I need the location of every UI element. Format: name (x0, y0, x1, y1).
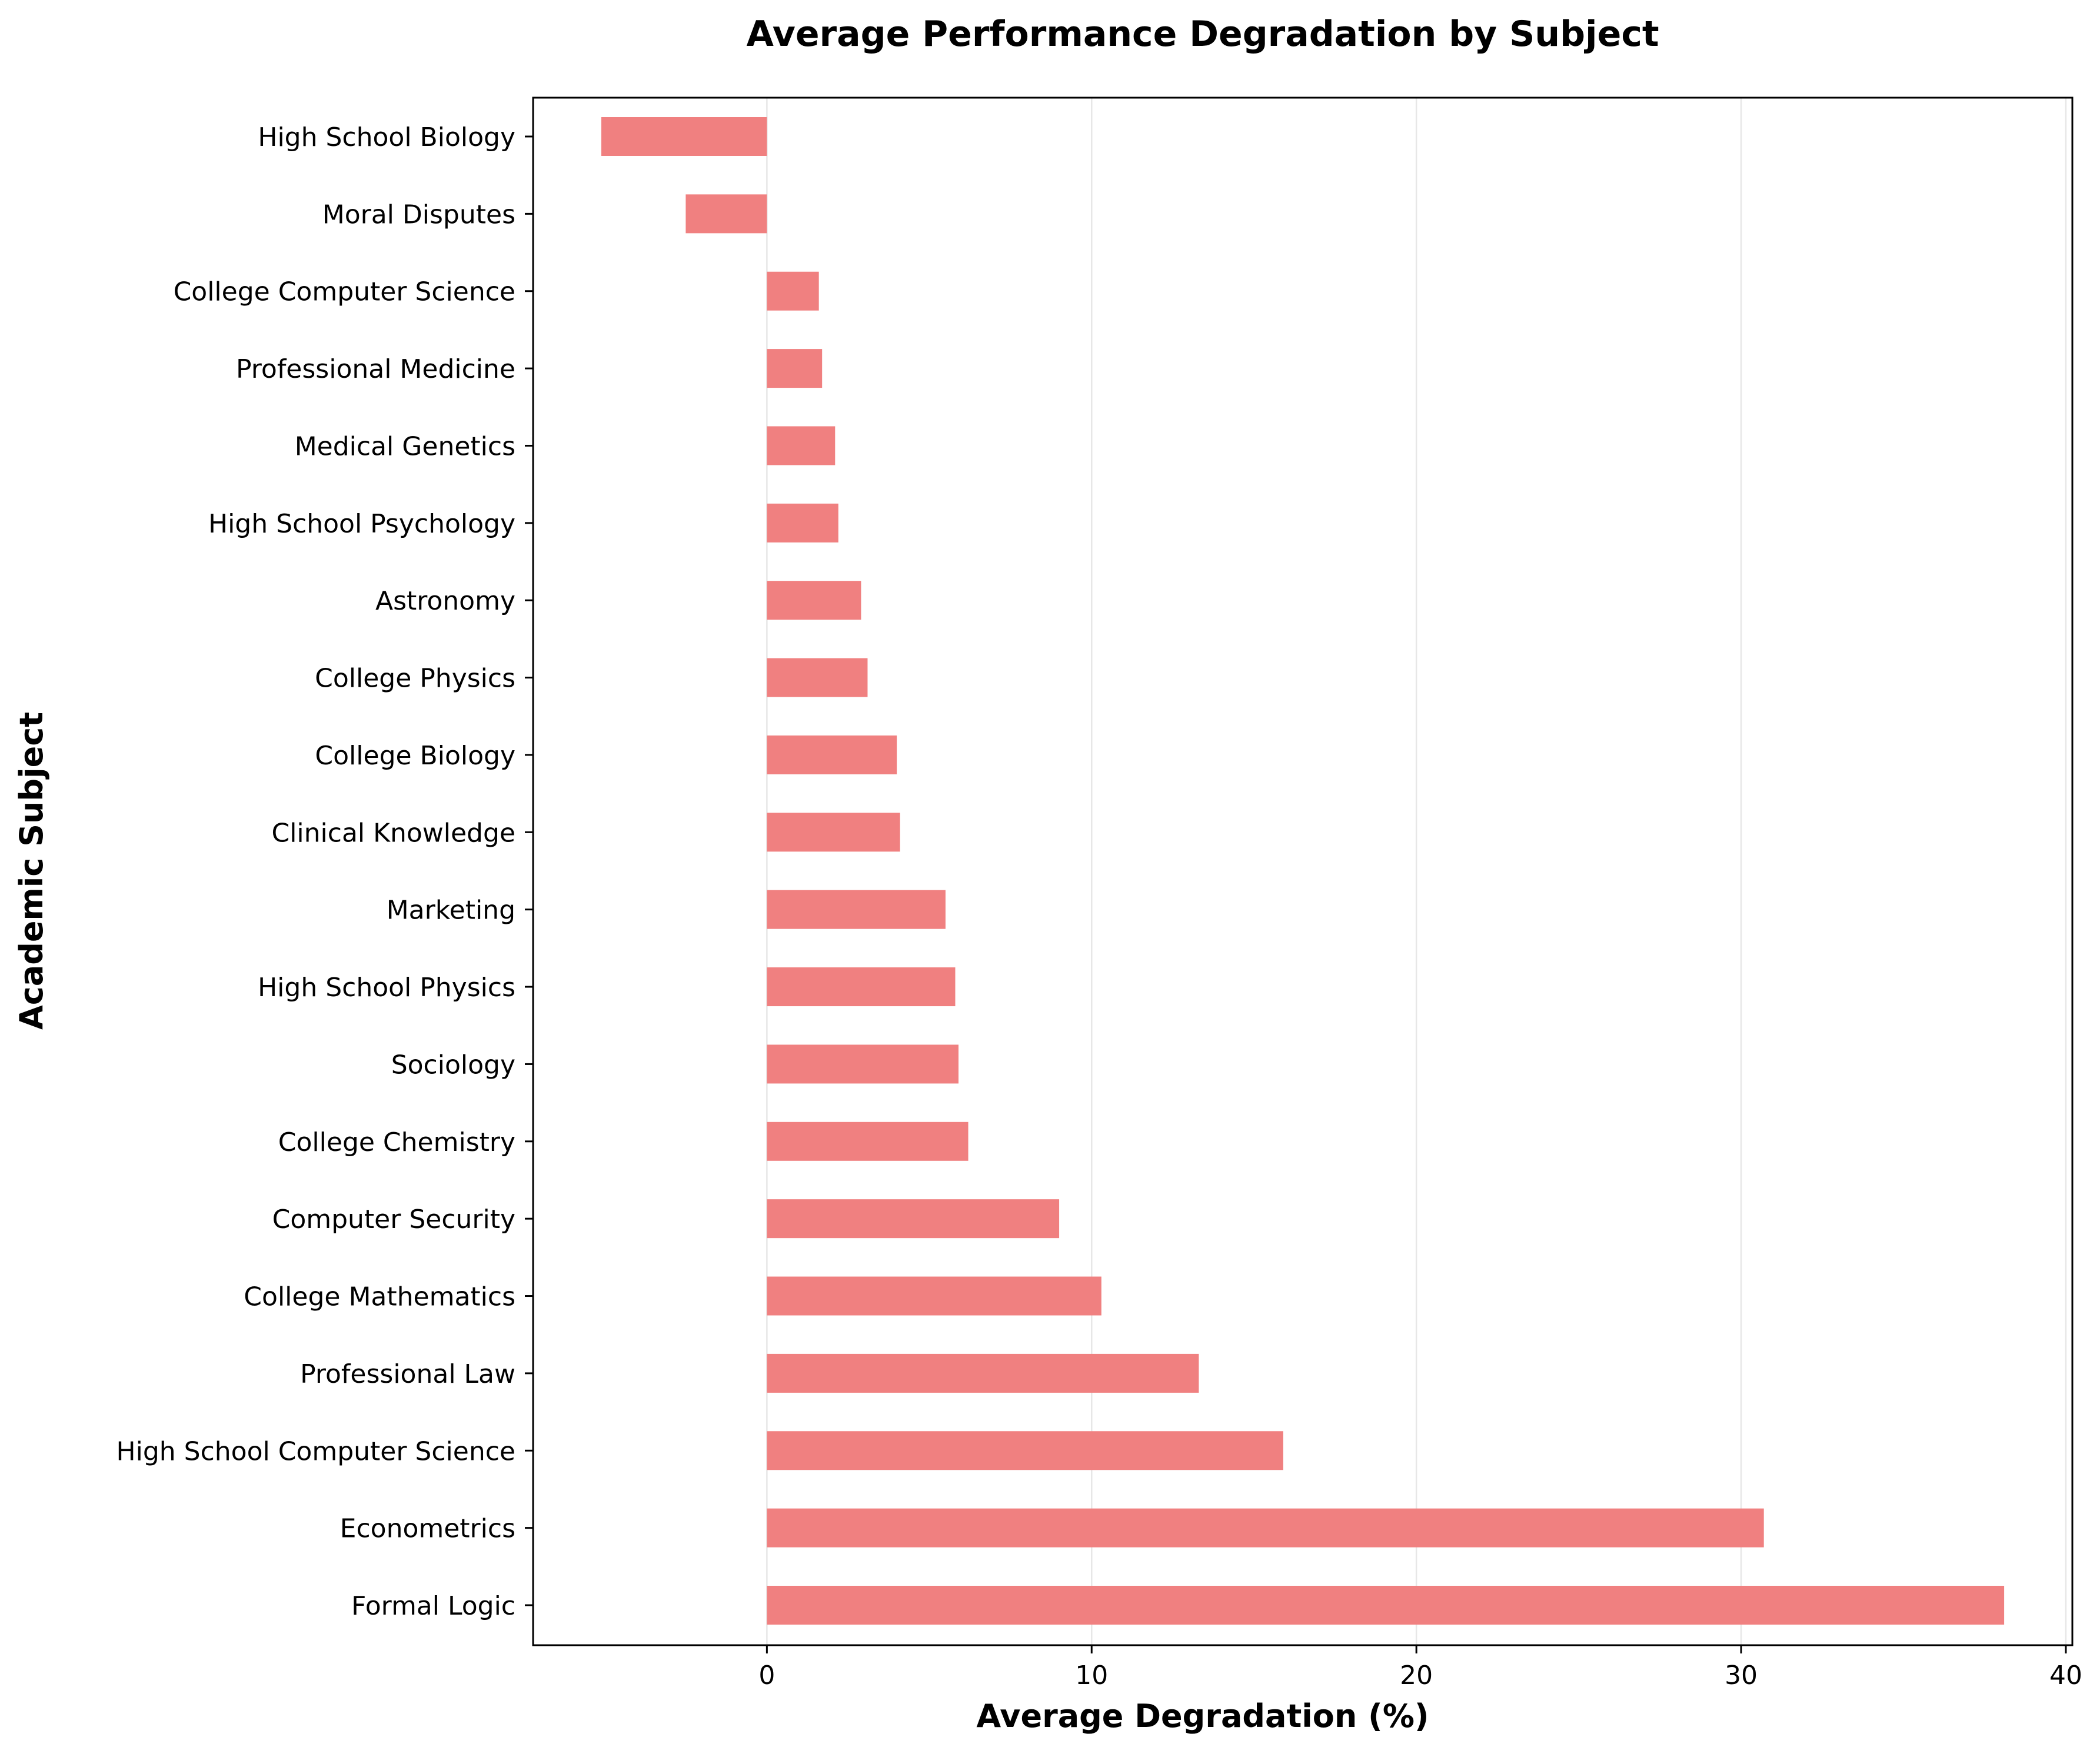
x-tick-label-10: 10 (1075, 1661, 1108, 1691)
bar-college-biology (767, 735, 897, 774)
y-tick-label-high-school-physics: High School Physics (258, 973, 515, 1003)
y-tick-label-moral-disputes: Moral Disputes (322, 199, 515, 229)
grid-lines (766, 98, 2067, 1645)
y-tick-label-professional-medicine: Professional Medicine (236, 354, 515, 384)
bar-college-physics (767, 658, 868, 697)
x-tick-label-0: 0 (758, 1661, 775, 1691)
y-tick-label-computer-security: Computer Security (272, 1204, 515, 1234)
bar-astronomy (767, 581, 861, 620)
y-tick-label-professional-law: Professional Law (300, 1359, 515, 1389)
bar-high-school-biology (601, 117, 767, 156)
bar-sociology (767, 1044, 959, 1084)
bar-clinical-knowledge (767, 813, 900, 852)
x-axis: 0 10 20 30 40 (758, 1645, 2082, 1691)
x-tick-label-20: 20 (1400, 1661, 1433, 1691)
bar-high-school-psychology (767, 503, 838, 543)
bar-professional-medicine (767, 349, 823, 388)
x-tick-label-30: 30 (1725, 1661, 1758, 1691)
bars (601, 117, 2005, 1625)
chart-title: Average Performance Degradation by Subje… (746, 14, 1659, 55)
y-tick-label-clinical-knowledge: Clinical Knowledge (271, 818, 515, 848)
y-axis: High School Biology Moral Disputes College… (117, 122, 533, 1621)
y-tick-label-sociology: Sociology (391, 1050, 515, 1080)
y-tick-label-college-chemistry: College Chemistry (278, 1127, 515, 1157)
y-tick-label-high-school-biology: High School Biology (258, 122, 515, 152)
y-tick-label-college-computer-science: College Computer Science (174, 277, 515, 307)
plot-frame (532, 96, 2074, 1646)
bar-computer-security (767, 1199, 1060, 1239)
y-tick-label-college-physics: College Physics (315, 664, 515, 694)
bar-marketing (767, 890, 946, 929)
y-axis-label: Academic Subject (13, 712, 50, 1030)
bar-econometrics (767, 1508, 1764, 1548)
x-axis-label: Average Degradation (%) (976, 1698, 1429, 1735)
bar-moral-disputes (685, 194, 767, 234)
bar-high-school-physics (767, 967, 956, 1007)
y-tick-label-high-school-psychology: High School Psychology (208, 509, 515, 539)
y-tick-label-college-biology: College Biology (315, 741, 515, 771)
y-tick-label-high-school-computer-science: High School Computer Science (117, 1436, 515, 1466)
y-tick-label-marketing: Marketing (387, 896, 515, 926)
bar-college-computer-science (767, 271, 819, 311)
x-tick-label-40: 40 (2049, 1661, 2082, 1691)
bar-professional-law (767, 1353, 1199, 1393)
bar-medical-genetics (767, 426, 836, 465)
y-tick-label-college-mathematics: College Mathematics (244, 1282, 515, 1312)
bar-college-chemistry (767, 1122, 969, 1161)
bar-high-school-computer-science (767, 1431, 1283, 1470)
y-tick-label-medical-genetics: Medical Genetics (295, 431, 515, 461)
y-tick-label-econometrics: Econometrics (340, 1514, 515, 1544)
y-tick-label-formal-logic: Formal Logic (351, 1591, 515, 1621)
y-tick-label-astronomy: Astronomy (375, 586, 515, 616)
bar-college-mathematics (767, 1276, 1101, 1316)
bar-formal-logic (767, 1586, 2005, 1625)
